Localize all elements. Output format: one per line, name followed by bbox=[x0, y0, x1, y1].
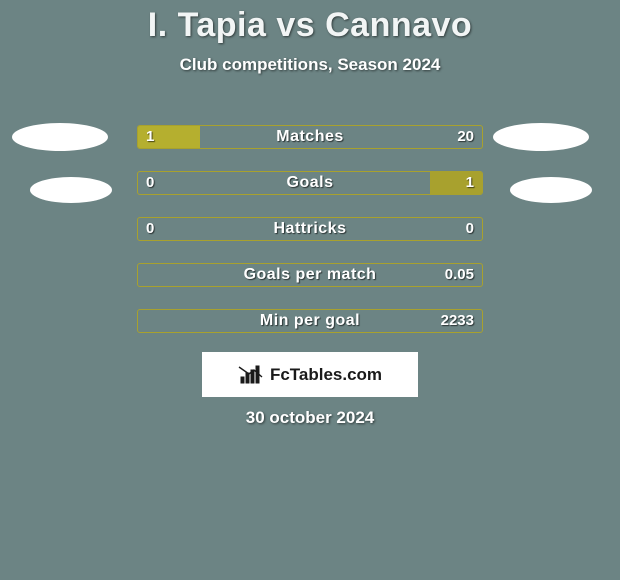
left-team-ellipse bbox=[12, 123, 108, 151]
date-text: 30 october 2024 bbox=[0, 408, 620, 428]
stat-bar-row: Matches1 20 bbox=[137, 125, 483, 149]
left-team-ellipse bbox=[30, 177, 112, 203]
stat-bar-row: Min per goal2233 bbox=[137, 309, 483, 333]
stat-bar-label: Hattricks bbox=[138, 218, 482, 240]
stat-bar-left-value: 0 bbox=[146, 172, 154, 194]
stat-bar-row: Goals per match0.05 bbox=[137, 263, 483, 287]
right-team-ellipse bbox=[510, 177, 592, 203]
stat-bar-right-value: 1 bbox=[466, 172, 474, 194]
infographic-canvas: I. Tapia vs Cannavo Club competitions, S… bbox=[0, 0, 620, 580]
brand-text: FcTables.com bbox=[270, 365, 382, 385]
page-title: I. Tapia vs Cannavo bbox=[0, 0, 620, 45]
stat-bar-row: Hattricks0 0 bbox=[137, 217, 483, 241]
stat-bars-container: Matches120Goals01Hattricks00Goals per ma… bbox=[137, 125, 483, 355]
stat-bar-right-value: 20 bbox=[457, 126, 474, 148]
stat-bar-right-value: 2233 bbox=[441, 310, 474, 332]
stat-bar-label: Matches bbox=[138, 126, 482, 148]
stat-bar-right-value: 0 bbox=[466, 218, 474, 240]
stat-bar-left-value: 0 bbox=[146, 218, 154, 240]
stat-bar-left-value: 1 bbox=[146, 126, 154, 148]
stat-bar-label: Goals bbox=[138, 172, 482, 194]
stat-bar-row: Goals0 1 bbox=[137, 171, 483, 195]
stat-bar-label: Min per goal bbox=[138, 310, 482, 332]
stat-bar-right-value: 0.05 bbox=[445, 264, 474, 286]
stat-bar-label: Goals per match bbox=[138, 264, 482, 286]
right-team-ellipse bbox=[493, 123, 589, 151]
bar-chart-icon bbox=[238, 365, 264, 385]
page-subtitle: Club competitions, Season 2024 bbox=[0, 45, 620, 75]
brand-box: FcTables.com bbox=[202, 352, 418, 397]
